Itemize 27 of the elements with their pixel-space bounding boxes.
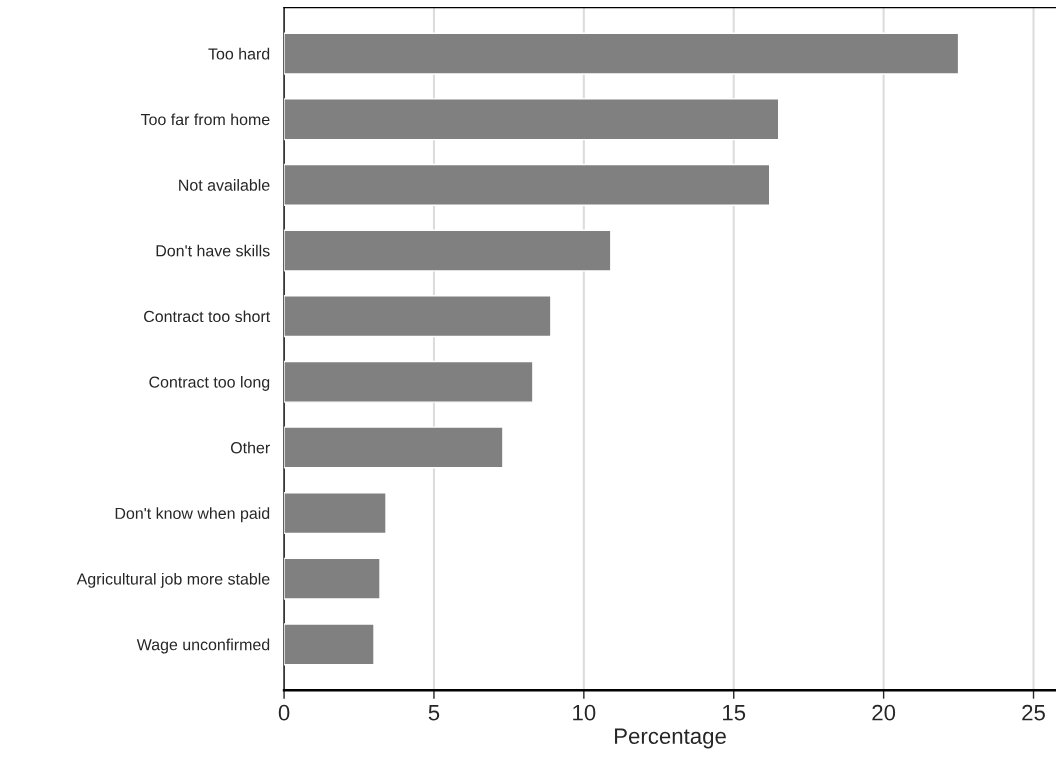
y-tick-label: Other [230, 441, 270, 454]
bar [284, 623, 375, 666]
bar [284, 492, 387, 535]
bar [284, 32, 960, 75]
y-tick-label: Contract too long [149, 376, 270, 391]
bar [284, 360, 534, 403]
x-tick-label: 20 [872, 704, 896, 721]
bar [284, 163, 771, 206]
bar [284, 557, 381, 600]
y-tick-label: Agricultural job more stable [76, 572, 270, 588]
x-tick-label: 15 [723, 705, 746, 721]
bar [284, 229, 612, 272]
y-tick-label: Don't have skills [156, 244, 270, 257]
y-tick-label: Not available [179, 179, 270, 191]
bar [284, 295, 552, 338]
y-tick-label: Too hard [208, 47, 270, 60]
y-tick-label: Wage unconfirmed [136, 638, 270, 654]
y-tick-label: Don't know when paid [115, 507, 270, 523]
bar [284, 98, 780, 141]
bar [284, 426, 504, 469]
x-tick-label: 0 [278, 704, 290, 721]
x-axis-title: Percentage [615, 728, 726, 749]
y-tick-label: Contract too short [144, 310, 271, 323]
x-tick-label: 25 [1022, 704, 1045, 721]
y-tick-label: Too far from home [140, 113, 270, 126]
x-tick-label: 10 [573, 704, 596, 721]
x-tick-label: 5 [428, 705, 440, 721]
